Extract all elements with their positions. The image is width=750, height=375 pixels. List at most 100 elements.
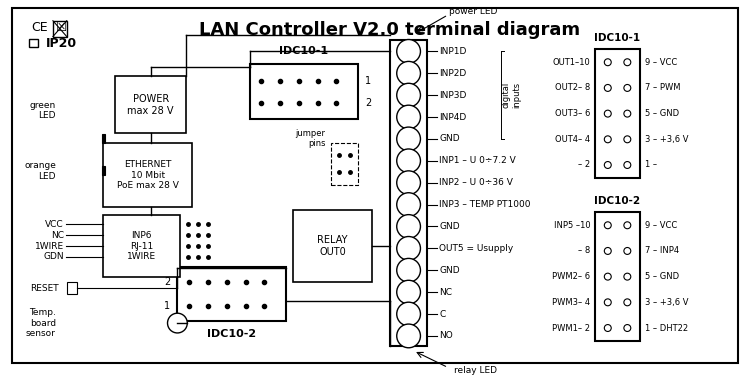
Circle shape	[624, 273, 631, 280]
Text: LAN Controller V2.0 terminal diagram: LAN Controller V2.0 terminal diagram	[200, 21, 580, 39]
Circle shape	[604, 299, 611, 306]
Circle shape	[397, 258, 421, 282]
Text: relay LED: relay LED	[454, 366, 497, 375]
Circle shape	[604, 84, 611, 92]
Bar	[293, 210, 372, 282]
Text: green
LED: green LED	[30, 101, 56, 120]
Text: RELAY
OUT0: RELAY OUT0	[317, 235, 348, 257]
Circle shape	[397, 214, 421, 238]
Text: – 2: – 2	[578, 160, 590, 170]
Text: GDN: GDN	[44, 252, 64, 261]
Circle shape	[624, 324, 631, 332]
Bar	[596, 212, 640, 341]
Text: 7 – INP4: 7 – INP4	[645, 246, 679, 255]
Text: 2: 2	[365, 98, 371, 108]
Text: Temp.
board
sensor: Temp. board sensor	[26, 308, 56, 338]
Bar	[53, 21, 67, 36]
Bar	[116, 76, 186, 134]
Text: OUT3– 6: OUT3– 6	[555, 109, 590, 118]
Text: 9 – VCC: 9 – VCC	[645, 221, 677, 230]
Text: IP20: IP20	[46, 37, 77, 50]
Text: 5 – GND: 5 – GND	[645, 109, 679, 118]
Circle shape	[604, 248, 611, 254]
Text: IDC10-1: IDC10-1	[279, 46, 328, 56]
Circle shape	[397, 280, 421, 304]
Text: 1 –: 1 –	[645, 160, 657, 170]
Circle shape	[624, 136, 631, 143]
Bar	[102, 166, 105, 175]
Text: IDC10-2: IDC10-2	[207, 329, 256, 339]
Text: 3 – +3,6 V: 3 – +3,6 V	[645, 135, 688, 144]
Circle shape	[397, 62, 421, 85]
Text: PWM2– 6: PWM2– 6	[552, 272, 590, 281]
Bar	[331, 143, 358, 185]
Circle shape	[397, 83, 421, 107]
Circle shape	[624, 110, 631, 117]
Bar	[596, 50, 640, 178]
Text: jumper
pins: jumper pins	[296, 129, 326, 148]
Text: power LED: power LED	[448, 8, 497, 16]
Text: OUT2– 8: OUT2– 8	[555, 83, 590, 92]
Text: 1WIRE: 1WIRE	[34, 242, 64, 250]
Circle shape	[604, 324, 611, 332]
Text: OUT4– 4: OUT4– 4	[555, 135, 590, 144]
Text: GND: GND	[440, 134, 460, 143]
Circle shape	[604, 59, 611, 66]
Text: VCC: VCC	[45, 220, 64, 229]
Text: 1: 1	[365, 75, 371, 86]
Circle shape	[397, 324, 421, 348]
Circle shape	[624, 162, 631, 168]
Bar	[104, 215, 180, 277]
Circle shape	[397, 302, 421, 326]
Bar	[390, 39, 427, 346]
Bar	[178, 267, 286, 321]
Text: GND: GND	[440, 222, 460, 231]
Circle shape	[167, 313, 188, 333]
Text: INP2D: INP2D	[440, 69, 466, 78]
Bar	[67, 282, 76, 294]
Text: ETHERNET
10 Mbit
PoE max 28 V: ETHERNET 10 Mbit PoE max 28 V	[117, 160, 178, 190]
Text: OUT1–10: OUT1–10	[553, 58, 590, 67]
Text: orange
LED: orange LED	[24, 161, 56, 181]
Text: – 8: – 8	[578, 246, 590, 255]
Text: INP5 –10: INP5 –10	[554, 221, 590, 230]
Circle shape	[624, 59, 631, 66]
Text: 9 – VCC: 9 – VCC	[645, 58, 677, 67]
Bar	[29, 39, 38, 47]
Text: PWM1– 2: PWM1– 2	[553, 324, 590, 333]
Circle shape	[397, 105, 421, 129]
Circle shape	[397, 149, 421, 172]
Circle shape	[604, 136, 611, 143]
Text: 5 – GND: 5 – GND	[645, 272, 679, 281]
Text: PWM3– 4: PWM3– 4	[552, 298, 590, 307]
Text: 3 – +3,6 V: 3 – +3,6 V	[645, 298, 688, 307]
Text: INP1 – U 0÷7.2 V: INP1 – U 0÷7.2 V	[440, 156, 516, 165]
Text: INP4D: INP4D	[440, 112, 466, 122]
Bar	[250, 64, 358, 118]
Text: NC: NC	[51, 231, 64, 240]
Text: 1: 1	[164, 301, 170, 311]
Text: RESET: RESET	[30, 284, 58, 293]
Text: POWER
max 28 V: POWER max 28 V	[128, 94, 174, 116]
Circle shape	[604, 273, 611, 280]
Circle shape	[604, 162, 611, 168]
Circle shape	[397, 171, 421, 195]
Circle shape	[624, 222, 631, 229]
Text: GND: GND	[440, 266, 460, 275]
Text: IDC10-2: IDC10-2	[595, 196, 640, 206]
Circle shape	[624, 84, 631, 92]
Text: NC: NC	[440, 288, 452, 297]
Bar	[104, 143, 192, 207]
Circle shape	[624, 248, 631, 254]
Circle shape	[397, 237, 421, 260]
Text: INP6
RJ-11
1WIRE: INP6 RJ-11 1WIRE	[128, 231, 157, 261]
Circle shape	[604, 222, 611, 229]
Text: 1 – DHT22: 1 – DHT22	[645, 324, 688, 333]
Circle shape	[397, 39, 421, 63]
Text: digital
inputs: digital inputs	[502, 82, 521, 108]
Text: NO: NO	[440, 332, 453, 340]
Text: IDC10-1: IDC10-1	[595, 33, 640, 42]
Text: INP2 – U 0÷36 V: INP2 – U 0÷36 V	[440, 178, 513, 187]
Bar	[102, 134, 105, 143]
Text: C: C	[440, 309, 446, 318]
